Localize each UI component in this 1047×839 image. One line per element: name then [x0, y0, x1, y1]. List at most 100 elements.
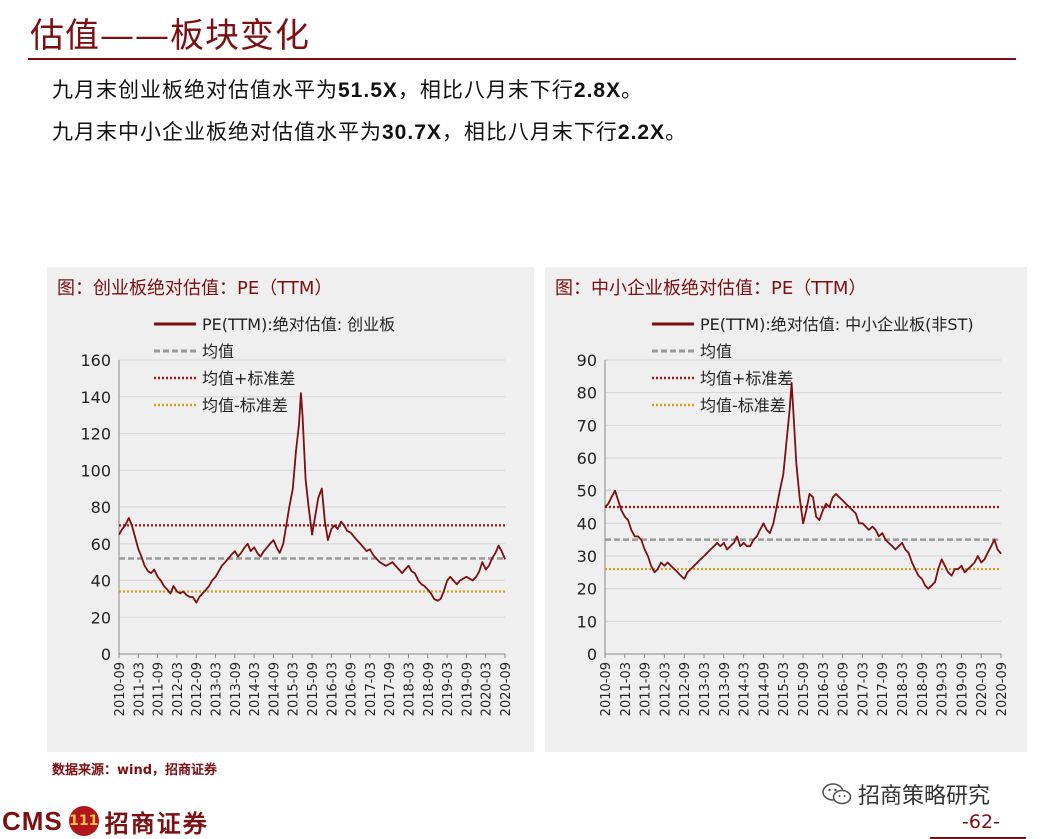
summary-value: 30.7X	[382, 121, 442, 144]
legend-series-label: PE(TTM):绝对估值: 中小企业板(非ST)	[700, 315, 974, 334]
summary-change: 2.2X	[617, 121, 666, 144]
wechat-icon	[822, 783, 852, 805]
legend-minus-sd-label: 均值-标准差	[202, 396, 288, 415]
y-tick-label: 90	[577, 351, 597, 370]
x-tick-label: 2011-09	[152, 662, 167, 716]
x-tick-label: 2019-03	[936, 662, 951, 716]
x-tick-label: 2018-03	[403, 662, 418, 716]
x-tick-label: 2019-09	[955, 662, 970, 716]
legend-plus-sd-label: 均值+标准差	[700, 369, 793, 388]
y-tick-label: 60	[577, 449, 597, 468]
x-tick-label: 2020-09	[499, 662, 514, 716]
x-tick-label: 2011-09	[639, 662, 654, 716]
y-tick-label: 10	[577, 612, 597, 631]
summary-change: 2.8X	[573, 79, 622, 102]
y-tick-label: 140	[80, 388, 111, 407]
pe-series-line	[118, 392, 506, 604]
y-tick-label: 80	[91, 498, 111, 517]
data-source-note: 数据来源：wind，招商证券	[52, 763, 218, 778]
x-tick-label: 2011-03	[619, 662, 634, 716]
x-tick-label: 2018-09	[422, 662, 437, 716]
summary-text: ，相比八月末下行	[441, 120, 618, 144]
page-number-rule	[930, 837, 1026, 839]
y-tick-label: 40	[91, 572, 111, 591]
x-tick-label: 2018-09	[916, 662, 931, 716]
chart-sme-pe: 0 10 20 30 40 50 60 70 80 90 2010-09 2011-03 2011-09…	[577, 315, 1010, 716]
x-tick-label: 2013-09	[229, 662, 244, 716]
x-tick-label: 2016-03	[817, 662, 832, 716]
y-tick-label: 0	[101, 645, 111, 664]
summary-value: 51.5X	[338, 79, 398, 102]
chart-panel-sme: 图：中小企业板绝对估值：PE（TTM） 0 10 20 30 40 50 60 70 80 90 2…	[545, 267, 1027, 752]
logo-company-name: 招商证券	[104, 808, 209, 838]
y-tick-label: 160	[80, 351, 111, 370]
x-tick-label: 2013-03	[698, 662, 713, 716]
x-tick-label: 2018-03	[896, 662, 911, 716]
x-tick-label: 2011-03	[132, 662, 147, 716]
x-tick-label: 2015-09	[797, 662, 812, 716]
y-tick-label: 80	[577, 384, 597, 403]
page-title: 估值——板块变化	[30, 16, 310, 56]
x-tick-label: 2012-09	[190, 662, 205, 716]
legend-mean-label: 均值	[700, 342, 732, 361]
x-tick-label: 2013-09	[718, 662, 733, 716]
x-tick-label: 2017-03	[364, 662, 379, 716]
summary-line-sme: 九月末中小企业板绝对估值水平为30.7X，相比八月末下行2.2X。	[52, 116, 687, 146]
x-tick-label: 2015-03	[777, 662, 792, 716]
chart-title: 图：中小企业板绝对估值：PE（TTM）	[555, 278, 867, 299]
wechat-watermark: 招商策略研究	[822, 778, 990, 810]
logo-badge-icon: 111	[68, 806, 99, 836]
summary-text: 九月末中小企业板绝对估值水平为	[52, 120, 382, 144]
chart-panel-chinext: 图：创业板绝对估值：PE（TTM） 0 20 40 60 80 100 120 140 160 2…	[47, 267, 534, 752]
x-tick-label: 2019-03	[441, 662, 456, 716]
x-tick-label: 2013-03	[210, 662, 225, 716]
page-number: -62-	[962, 811, 1000, 833]
x-tick-label: 2020-03	[480, 662, 495, 716]
y-tick-label: 20	[91, 608, 111, 627]
logo-cms-text: CMS	[2, 805, 63, 836]
x-tick-label: 2010-09	[113, 662, 128, 716]
x-tick-label: 2019-09	[460, 662, 475, 716]
pe-series-line	[604, 382, 1002, 590]
x-tick-label: 2016-09	[345, 662, 360, 716]
chart-chinext-pe: 0 20 40 60 80 100 120 140 160 2010-09 2011-03 2011-…	[80, 315, 514, 716]
x-tick-label: 2012-03	[658, 662, 673, 716]
summary-text: ，相比八月末下行	[397, 78, 574, 102]
y-tick-label: 30	[577, 547, 597, 566]
x-tick-label: 2020-03	[975, 662, 990, 716]
x-tick-label: 2014-03	[738, 662, 753, 716]
y-tick-label: 0	[587, 645, 597, 664]
x-tick-label: 2017-09	[383, 662, 398, 716]
y-tick-label: 20	[577, 580, 597, 599]
x-tick-label: 2015-09	[306, 662, 321, 716]
x-tick-label: 2016-03	[325, 662, 340, 716]
brand-logo: CMS 111 招商证券	[2, 804, 209, 838]
x-tick-label: 2015-03	[287, 662, 302, 716]
summary-text: 九月末创业板绝对估值水平为	[52, 78, 338, 102]
summary-text: 。	[665, 120, 688, 144]
x-tick-label: 2010-09	[599, 662, 614, 716]
x-tick-label: 2014-03	[248, 662, 263, 716]
summary-line-chinext: 九月末创业板绝对估值水平为51.5X，相比八月末下行2.8X。	[52, 74, 643, 104]
x-tick-label: 2012-03	[171, 662, 186, 716]
x-tick-label: 2014-09	[757, 662, 772, 716]
y-tick-label: 100	[80, 461, 111, 480]
y-tick-label: 40	[577, 514, 597, 533]
legend-series-label: PE(TTM):绝对估值: 创业板	[202, 315, 395, 334]
legend-plus-sd-label: 均值+标准差	[202, 369, 295, 388]
x-tick-label: 2012-09	[678, 662, 693, 716]
y-tick-label: 70	[577, 416, 597, 435]
x-tick-label: 2014-09	[267, 662, 282, 716]
x-tick-label: 2017-09	[876, 662, 891, 716]
y-tick-label: 120	[80, 425, 111, 444]
legend-minus-sd-label: 均值-标准差	[700, 396, 786, 415]
legend-mean-label: 均值	[202, 342, 234, 361]
x-tick-label: 2017-03	[856, 662, 871, 716]
wechat-account-name: 招商策略研究	[858, 784, 991, 809]
chart-title: 图：创业板绝对估值：PE（TTM）	[57, 278, 333, 299]
x-tick-label: 2020-09	[995, 662, 1010, 716]
title-divider	[28, 58, 1016, 60]
summary-text: 。	[621, 78, 644, 102]
y-tick-label: 50	[577, 482, 597, 501]
x-tick-label: 2016-09	[837, 662, 852, 716]
